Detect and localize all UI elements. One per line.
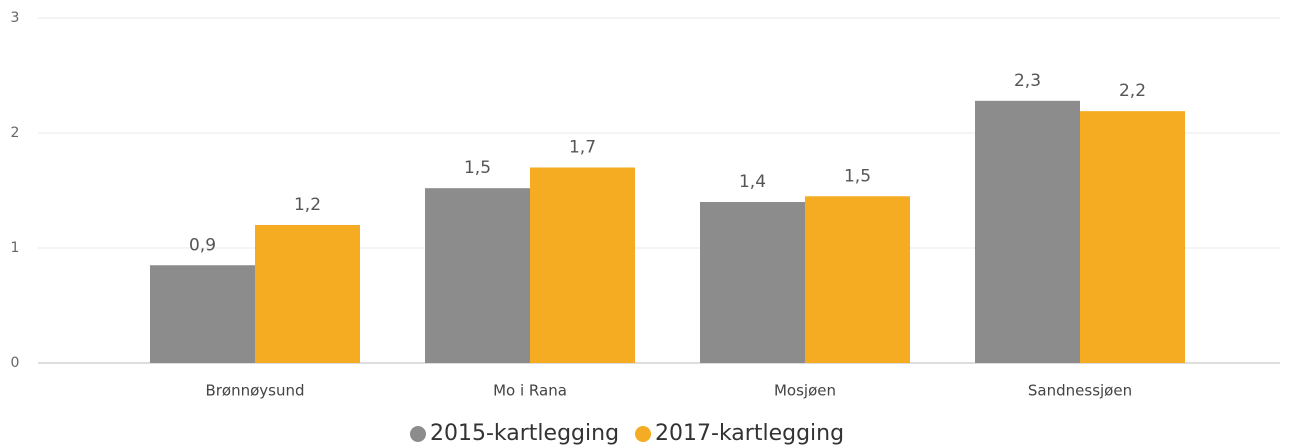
data-label: 1,5 bbox=[844, 166, 871, 186]
x-tick-label: Brønnøysund bbox=[205, 382, 304, 400]
bar bbox=[975, 100, 1080, 364]
bar bbox=[425, 188, 530, 363]
bar bbox=[150, 265, 255, 363]
y-tick-label: 3 bbox=[11, 10, 20, 26]
legend-marker bbox=[635, 426, 652, 442]
x-tick-label: Mosjøen bbox=[774, 382, 836, 400]
legend-label: 2017-kartlegging bbox=[655, 421, 844, 446]
x-tick-label: Sandnessjøen bbox=[1028, 382, 1132, 400]
bar bbox=[805, 196, 910, 363]
bar bbox=[530, 167, 635, 363]
data-label: 1,7 bbox=[569, 138, 596, 158]
data-label: 1,4 bbox=[739, 172, 766, 192]
x-tick-label: Mo i Rana bbox=[493, 382, 567, 400]
data-label: 1,2 bbox=[294, 195, 321, 215]
legend-label: 2015-kartlegging bbox=[430, 421, 619, 446]
data-label: 2,3 bbox=[1014, 71, 1041, 91]
data-label: 2,2 bbox=[1119, 81, 1146, 101]
y-tick-label: 2 bbox=[11, 125, 20, 141]
bar bbox=[700, 202, 805, 363]
bar bbox=[255, 225, 360, 363]
legend-marker bbox=[410, 426, 426, 442]
data-label: 1,5 bbox=[464, 158, 491, 178]
y-tick-label: 1 bbox=[11, 240, 20, 256]
bar bbox=[1080, 111, 1185, 364]
data-label: 0,9 bbox=[189, 235, 216, 255]
y-tick-label: 0 bbox=[11, 355, 20, 371]
